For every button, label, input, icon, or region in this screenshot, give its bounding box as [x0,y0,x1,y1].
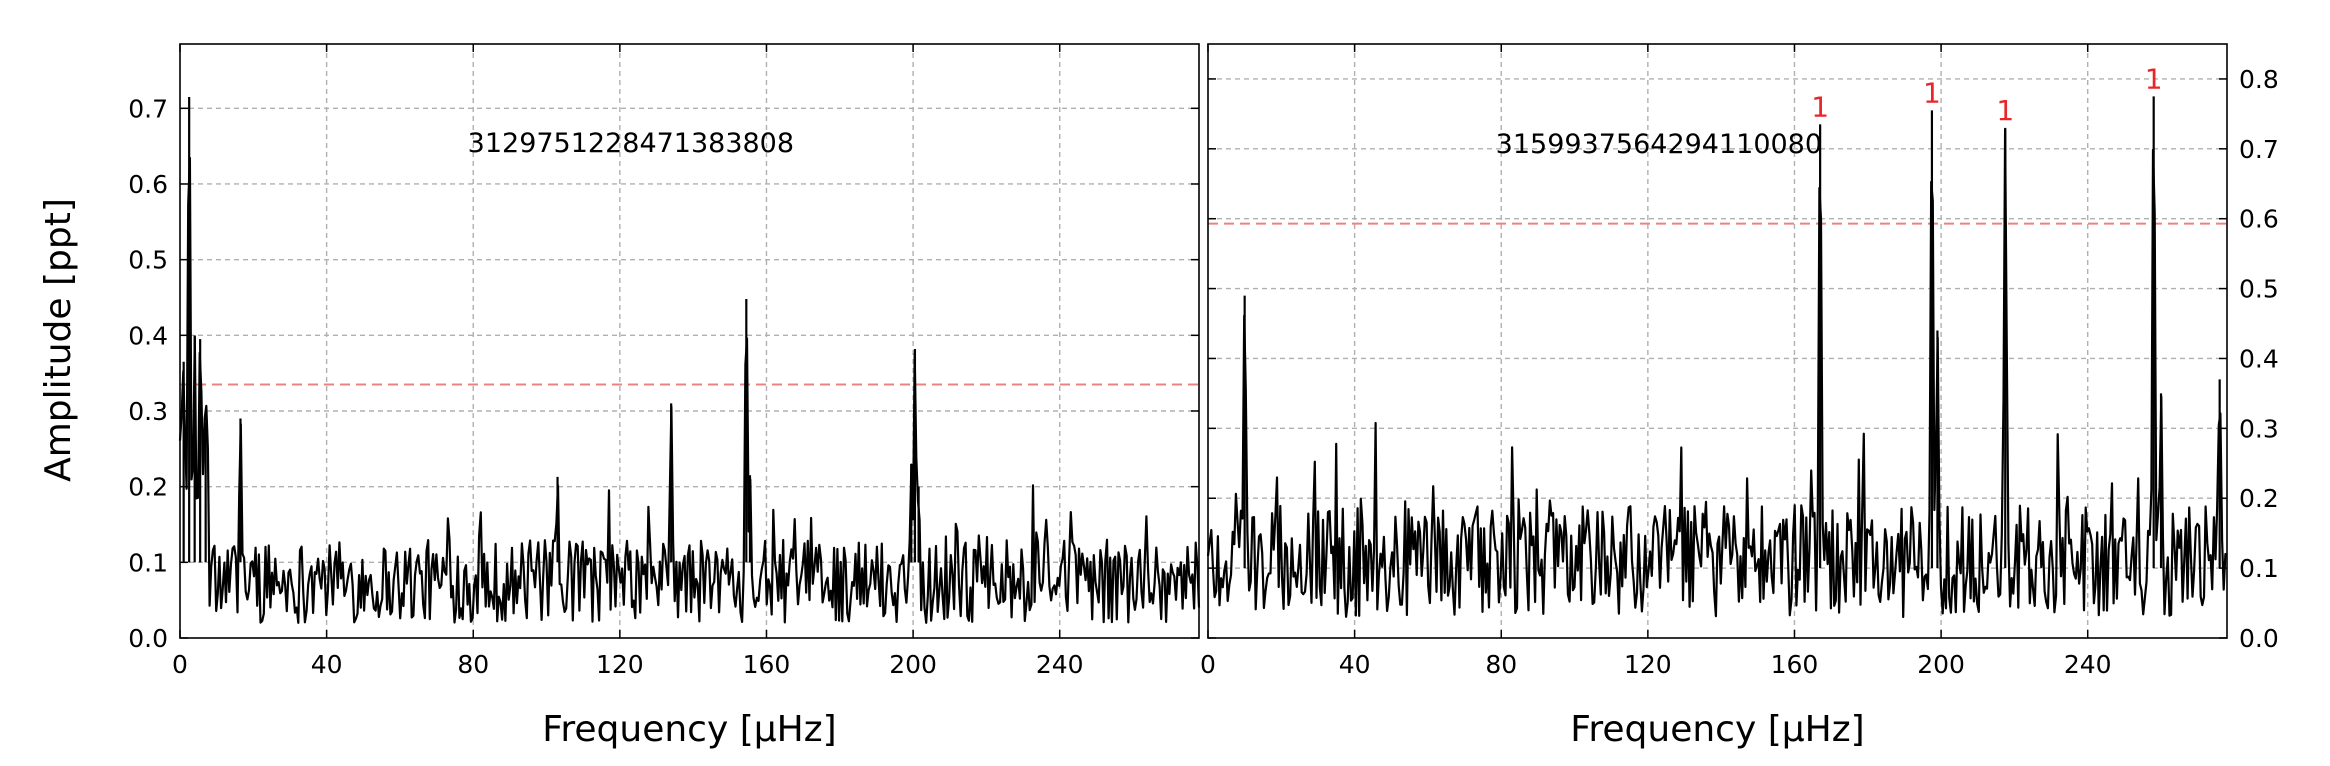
peak-label: 1 [1923,76,1941,109]
y-tick-label: 0.2 [128,473,168,502]
x-tick-label: 200 [889,650,937,679]
x-tick-label: 200 [1917,650,1965,679]
y-tick-label: 0.2 [2239,484,2279,513]
x-tick-label: 160 [743,650,791,679]
right-panel: 1 1 1 1 0 40 80 120 160 200 240 0.0 0.1 0.2 0.3 0.4 0.5 0… [1200,43,2279,750]
x-tick-label: 160 [1771,650,1819,679]
y-tick-label: 0.5 [2239,275,2279,304]
x-tick-label: 120 [1624,650,1672,679]
x-tick-label: 240 [1036,650,1084,679]
y-tick-label: 0.5 [128,246,168,275]
peak-label: 1 [2145,62,2163,95]
y-tick-label: 0.4 [2239,344,2279,373]
spectrum-line [1206,128,2228,619]
x-tick-label: 120 [596,650,644,679]
y-tick-label: 0.1 [2239,554,2279,583]
peak-label: 1 [1996,94,2014,127]
x-axis-label: Frequency [μHz] [542,709,836,750]
x-axis-label: Frequency [μHz] [1570,709,1864,750]
y-tick-label: 0.6 [128,170,168,199]
y-tick-label: 0.4 [128,321,168,350]
axes-frame [1207,43,2228,639]
y-tick-label: 0.3 [2239,414,2279,443]
peak-label: 1 [1811,90,1829,123]
y-tick-label: 0.0 [2239,624,2279,653]
left-panel: 0 40 80 120 160 200 240 0.0 0.1 0.2 0.3 0.4 0.5 0.6 0.… [128,43,1201,750]
x-tick-label: 80 [457,650,489,679]
axes-frame [179,43,1200,639]
x-tick-label: 80 [1485,650,1517,679]
x-tick-label: 240 [2064,650,2112,679]
x-tick-label: 40 [311,650,343,679]
star-id-annotation: 3159937564294110080 [1496,129,1822,160]
x-tick-label: 0 [172,650,188,679]
spectrum-line [178,156,1201,624]
y-tick-label: 0.6 [2239,205,2279,234]
y-axis-label: Amplitude [ppt] [38,198,79,482]
y-tick-label: 0.7 [128,94,168,123]
y-tick-label: 0.1 [128,548,168,577]
y-tick-label: 0.7 [2239,135,2279,164]
star-id-annotation: 3129751228471383808 [468,128,794,159]
x-tick-label: 40 [1339,650,1371,679]
y-tick-label: 0.0 [128,624,168,653]
y-tick-label: 0.8 [2239,65,2279,94]
x-tick-label: 0 [1200,650,1216,679]
y-tick-label: 0.3 [128,397,168,426]
